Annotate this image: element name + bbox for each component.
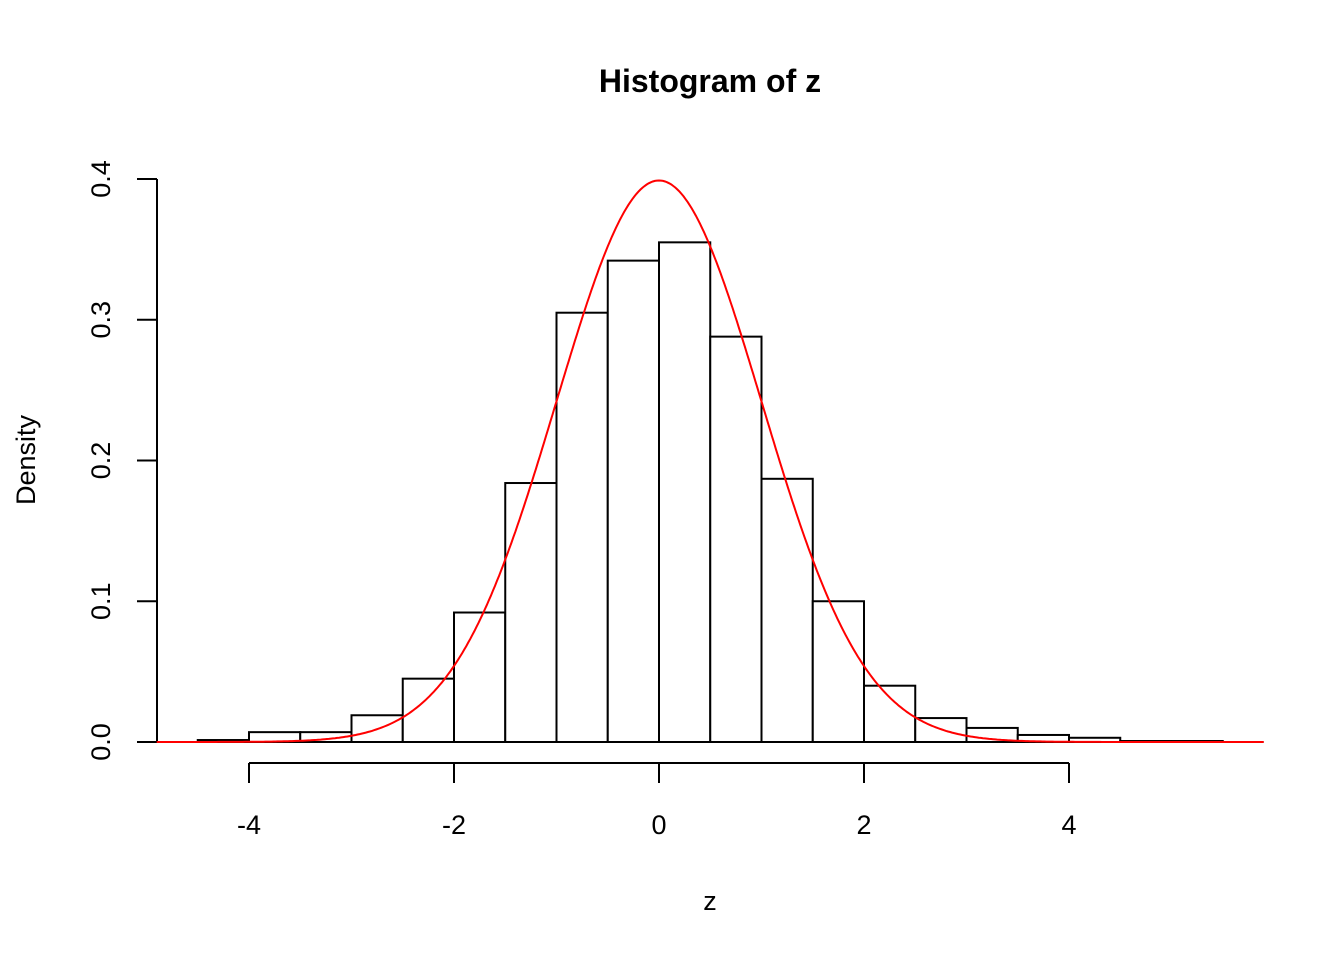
x-axis-label: z (703, 886, 717, 916)
normal-density-curve (156, 179, 1264, 743)
y-axis-label: Density (11, 414, 41, 505)
histogram-bar (606, 259, 660, 743)
x-tick-label: 0 (651, 810, 666, 840)
x-tick-label: 4 (1061, 810, 1076, 840)
y-tick-label: 0.1 (86, 582, 116, 620)
y-tick-label: 0.4 (86, 160, 116, 198)
histogram-bar (504, 482, 558, 743)
x-tick-label: -4 (237, 810, 261, 840)
histogram-bar (658, 241, 712, 743)
histogram-bar (453, 611, 507, 744)
histogram-bar (863, 684, 917, 744)
x-tick-label: -2 (442, 810, 466, 840)
chart-title: Histogram of z (599, 63, 821, 99)
histogram-bar (401, 677, 455, 743)
y-tick-label: 0.0 (86, 723, 116, 761)
histogram-bar (709, 335, 763, 743)
y-tick-label: 0.2 (86, 442, 116, 480)
y-tick-label: 0.3 (86, 301, 116, 339)
histogram-bar (760, 477, 814, 743)
x-tick-label: 2 (856, 810, 871, 840)
histogram-bar (811, 600, 865, 743)
